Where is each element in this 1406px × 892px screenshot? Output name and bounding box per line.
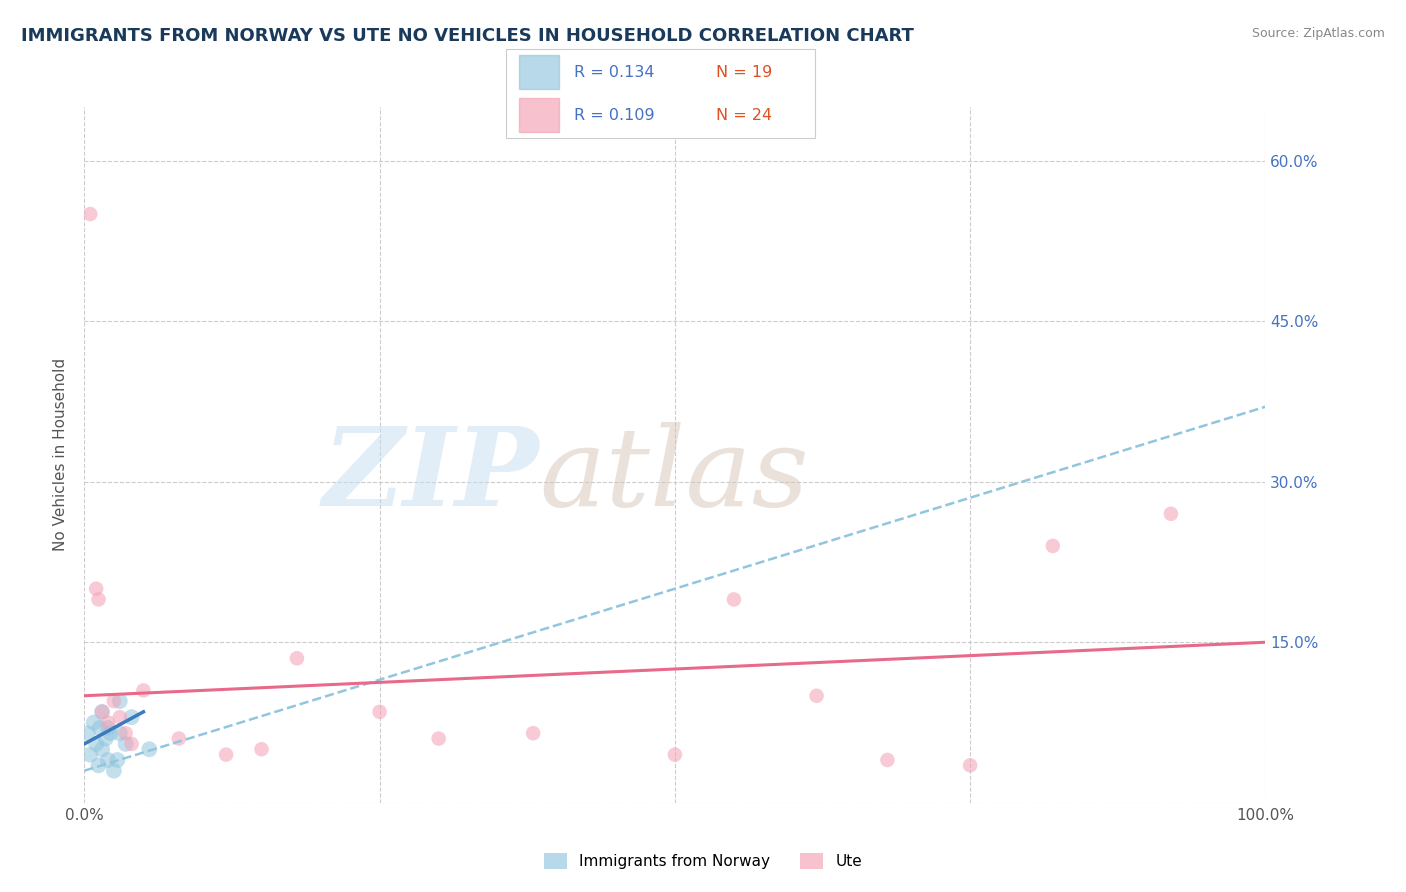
Point xyxy=(959,758,981,772)
Point xyxy=(806,689,828,703)
Point xyxy=(215,747,238,762)
Point xyxy=(876,753,898,767)
Point xyxy=(138,742,160,756)
Point xyxy=(84,582,107,596)
Text: Source: ZipAtlas.com: Source: ZipAtlas.com xyxy=(1251,27,1385,40)
Text: IMMIGRANTS FROM NORWAY VS UTE NO VEHICLES IN HOUSEHOLD CORRELATION CHART: IMMIGRANTS FROM NORWAY VS UTE NO VEHICLE… xyxy=(21,27,914,45)
Point xyxy=(108,710,131,724)
Point xyxy=(664,747,686,762)
Text: R = 0.109: R = 0.109 xyxy=(574,108,655,122)
Point xyxy=(108,726,131,740)
Point xyxy=(1042,539,1064,553)
Point xyxy=(91,705,114,719)
Point xyxy=(103,694,125,708)
Point xyxy=(427,731,450,746)
Point xyxy=(368,705,391,719)
Point xyxy=(114,737,136,751)
Point xyxy=(83,715,105,730)
Point xyxy=(250,742,273,756)
Point xyxy=(114,726,136,740)
Text: N = 19: N = 19 xyxy=(717,65,773,79)
Point xyxy=(87,758,110,772)
Point xyxy=(98,726,121,740)
Point xyxy=(121,710,143,724)
Point xyxy=(79,747,101,762)
Bar xyxy=(519,55,558,89)
Point xyxy=(107,753,129,767)
Point xyxy=(79,207,101,221)
Point xyxy=(89,721,111,735)
Point xyxy=(285,651,308,665)
Point xyxy=(723,592,745,607)
Point xyxy=(1160,507,1182,521)
Bar xyxy=(519,98,558,132)
Point xyxy=(97,753,120,767)
FancyBboxPatch shape xyxy=(506,49,815,138)
Point xyxy=(103,764,125,778)
Point xyxy=(77,726,100,740)
Y-axis label: No Vehicles in Household: No Vehicles in Household xyxy=(53,359,69,551)
Point xyxy=(108,694,131,708)
Point xyxy=(91,742,114,756)
Point xyxy=(84,737,107,751)
Point xyxy=(91,705,114,719)
Text: ZIP: ZIP xyxy=(322,422,538,530)
Point xyxy=(121,737,143,751)
Point xyxy=(522,726,544,740)
Text: N = 24: N = 24 xyxy=(717,108,773,122)
Point xyxy=(94,731,117,746)
Text: R = 0.134: R = 0.134 xyxy=(574,65,655,79)
Point xyxy=(132,683,155,698)
Point xyxy=(167,731,190,746)
Legend: Immigrants from Norway, Ute: Immigrants from Norway, Ute xyxy=(537,847,869,875)
Point xyxy=(87,592,110,607)
Text: atlas: atlas xyxy=(538,422,808,530)
Point xyxy=(97,715,120,730)
Point xyxy=(97,721,120,735)
